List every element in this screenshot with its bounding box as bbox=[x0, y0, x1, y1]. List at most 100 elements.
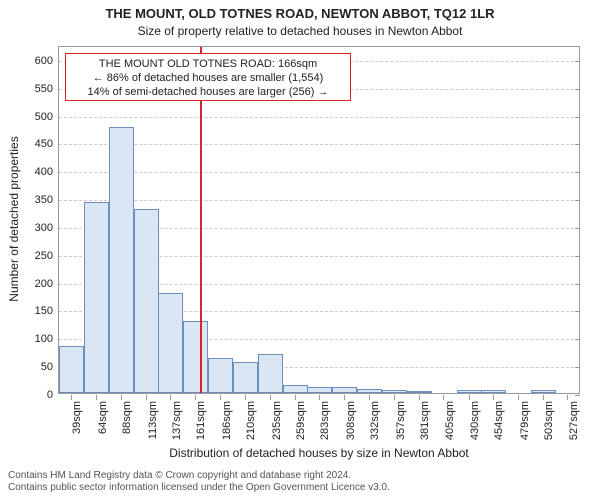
histogram-bar bbox=[382, 390, 407, 393]
x-tick-label: 527sqm bbox=[568, 401, 580, 440]
x-tick-label: 88sqm bbox=[121, 401, 133, 434]
histogram-chart: THE MOUNT, OLD TOTNES ROAD, NEWTON ABBOT… bbox=[0, 0, 600, 500]
histogram-bar bbox=[183, 321, 208, 393]
x-tick-label: 39sqm bbox=[71, 401, 83, 434]
x-tick-label: 405sqm bbox=[444, 401, 456, 440]
y-tick-mark bbox=[575, 339, 580, 340]
y-tick-mark bbox=[575, 61, 580, 62]
chart-footer: Contains HM Land Registry data © Crown c… bbox=[8, 470, 390, 494]
histogram-bar bbox=[233, 362, 258, 393]
y-tick-label: 450 bbox=[35, 138, 59, 150]
x-axis-label: Distribution of detached houses by size … bbox=[58, 446, 580, 460]
histogram-bar bbox=[59, 346, 84, 393]
footer-line2: Contains public sector information licen… bbox=[8, 482, 390, 494]
histogram-bar bbox=[531, 390, 556, 393]
x-tick-mark bbox=[419, 395, 420, 400]
y-tick-mark bbox=[575, 228, 580, 229]
y-tick-label: 600 bbox=[35, 55, 59, 67]
histogram-bar bbox=[283, 385, 308, 393]
x-tick-label: 64sqm bbox=[97, 401, 109, 434]
x-tick-label: 137sqm bbox=[171, 401, 183, 440]
y-tick-label: 100 bbox=[35, 333, 59, 345]
annotation-line3: 14% of semi-detached houses are larger (… bbox=[72, 86, 344, 100]
y-tick-label: 0 bbox=[47, 389, 59, 401]
x-tick-label: 357sqm bbox=[395, 401, 407, 440]
histogram-bar bbox=[134, 209, 159, 393]
x-tick-label: 332sqm bbox=[369, 401, 381, 440]
gridline bbox=[59, 117, 579, 118]
y-tick-label: 150 bbox=[35, 305, 59, 317]
y-tick-mark bbox=[575, 395, 580, 396]
gridline bbox=[59, 172, 579, 173]
x-tick-label: 454sqm bbox=[493, 401, 505, 440]
x-tick-mark bbox=[71, 395, 72, 400]
x-tick-mark bbox=[146, 395, 147, 400]
histogram-bar bbox=[158, 293, 183, 393]
histogram-bar bbox=[84, 202, 109, 393]
x-tick-mark bbox=[195, 395, 196, 400]
y-tick-mark bbox=[575, 284, 580, 285]
x-tick-mark bbox=[518, 395, 519, 400]
y-tick-label: 550 bbox=[35, 83, 59, 95]
annotation-line1: THE MOUNT OLD TOTNES ROAD: 166sqm bbox=[72, 58, 344, 72]
x-tick-mark bbox=[443, 395, 444, 400]
histogram-bar bbox=[457, 390, 482, 393]
y-tick-mark bbox=[575, 144, 580, 145]
x-tick-mark bbox=[96, 395, 97, 400]
y-tick-label: 300 bbox=[35, 222, 59, 234]
y-tick-label: 50 bbox=[41, 361, 59, 373]
gridline bbox=[59, 200, 579, 201]
y-tick-label: 500 bbox=[35, 111, 59, 123]
x-tick-mark bbox=[369, 395, 370, 400]
x-tick-label: 235sqm bbox=[271, 401, 283, 440]
x-tick-label: 210sqm bbox=[245, 401, 257, 440]
x-tick-mark bbox=[121, 395, 122, 400]
x-tick-label: 113sqm bbox=[147, 401, 159, 439]
x-tick-label: 283sqm bbox=[319, 401, 331, 440]
x-tick-mark bbox=[469, 395, 470, 400]
x-tick-label: 161sqm bbox=[195, 401, 207, 440]
y-tick-mark bbox=[575, 256, 580, 257]
x-tick-mark bbox=[319, 395, 320, 400]
histogram-bar bbox=[208, 358, 233, 393]
y-tick-mark bbox=[575, 89, 580, 90]
chart-title-line1: THE MOUNT, OLD TOTNES ROAD, NEWTON ABBOT… bbox=[0, 6, 600, 21]
y-tick-label: 400 bbox=[35, 166, 59, 178]
histogram-bar bbox=[109, 127, 134, 393]
y-tick-mark bbox=[575, 200, 580, 201]
y-tick-label: 350 bbox=[35, 194, 59, 206]
x-tick-label: 308sqm bbox=[345, 401, 357, 440]
x-tick-mark bbox=[493, 395, 494, 400]
y-tick-mark bbox=[575, 172, 580, 173]
histogram-bar bbox=[481, 390, 506, 393]
x-tick-mark bbox=[245, 395, 246, 400]
plot-area: 050100150200250300350400450500550600 THE… bbox=[58, 46, 580, 394]
chart-title-line2: Size of property relative to detached ho… bbox=[0, 24, 600, 38]
x-tick-label: 503sqm bbox=[543, 401, 555, 440]
x-tick-mark bbox=[543, 395, 544, 400]
x-tick-label: 479sqm bbox=[519, 401, 531, 440]
histogram-bar bbox=[332, 387, 357, 393]
x-tick-mark bbox=[295, 395, 296, 400]
histogram-bar bbox=[258, 354, 283, 393]
x-tick-mark bbox=[344, 395, 345, 400]
y-tick-mark bbox=[575, 311, 580, 312]
y-axis-label: Number of detached properties bbox=[7, 45, 21, 393]
y-tick-mark bbox=[575, 367, 580, 368]
y-tick-mark bbox=[575, 117, 580, 118]
histogram-bar bbox=[357, 389, 382, 393]
annotation-line2: ← 86% of detached houses are smaller (1,… bbox=[72, 72, 344, 86]
x-tick-mark bbox=[170, 395, 171, 400]
histogram-bar bbox=[407, 391, 432, 393]
histogram-bar bbox=[307, 387, 332, 393]
x-tick-label: 381sqm bbox=[419, 401, 431, 440]
x-tick-label: 259sqm bbox=[295, 401, 307, 440]
x-tick-mark bbox=[220, 395, 221, 400]
x-tick-label: 186sqm bbox=[221, 401, 233, 440]
y-tick-label: 250 bbox=[35, 250, 59, 262]
annotation-callout: THE MOUNT OLD TOTNES ROAD: 166sqm ← 86% … bbox=[65, 53, 351, 101]
x-tick-mark bbox=[394, 395, 395, 400]
gridline bbox=[59, 144, 579, 145]
footer-line1: Contains HM Land Registry data © Crown c… bbox=[8, 470, 390, 482]
x-tick-label: 430sqm bbox=[469, 401, 481, 440]
